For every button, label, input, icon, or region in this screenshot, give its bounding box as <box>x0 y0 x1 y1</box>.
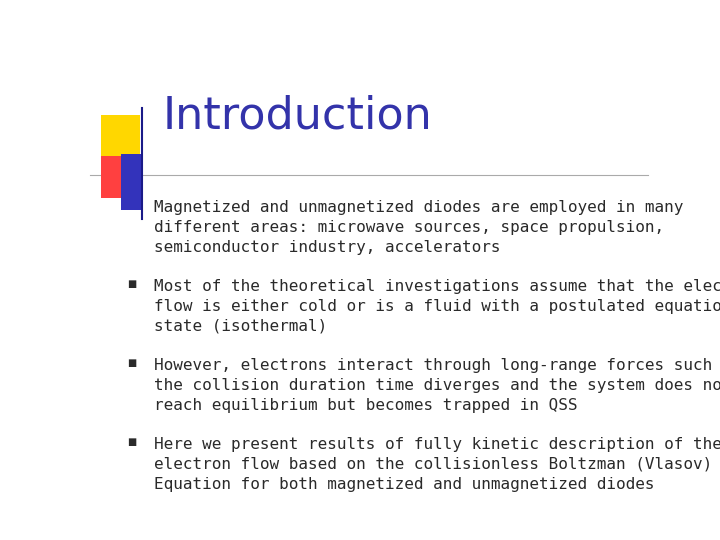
Text: Most of the theoretical investigations assume that the electron
flow is either c: Most of the theoretical investigations a… <box>154 279 720 334</box>
Text: ■: ■ <box>127 279 137 289</box>
Text: However, electrons interact through long-range forces such that
the collision du: However, electrons interact through long… <box>154 358 720 413</box>
Bar <box>101 156 132 198</box>
Text: ■: ■ <box>127 358 137 368</box>
Text: ■: ■ <box>127 437 137 447</box>
Text: Introduction: Introduction <box>163 94 432 138</box>
Bar <box>121 154 143 210</box>
Text: ■: ■ <box>127 200 137 210</box>
Bar <box>101 114 140 156</box>
Text: Here we present results of fully kinetic description of the
electron flow based : Here we present results of fully kinetic… <box>154 437 720 491</box>
Text: Magnetized and unmagnetized diodes are employed in many
different areas: microwa: Magnetized and unmagnetized diodes are e… <box>154 200 683 254</box>
